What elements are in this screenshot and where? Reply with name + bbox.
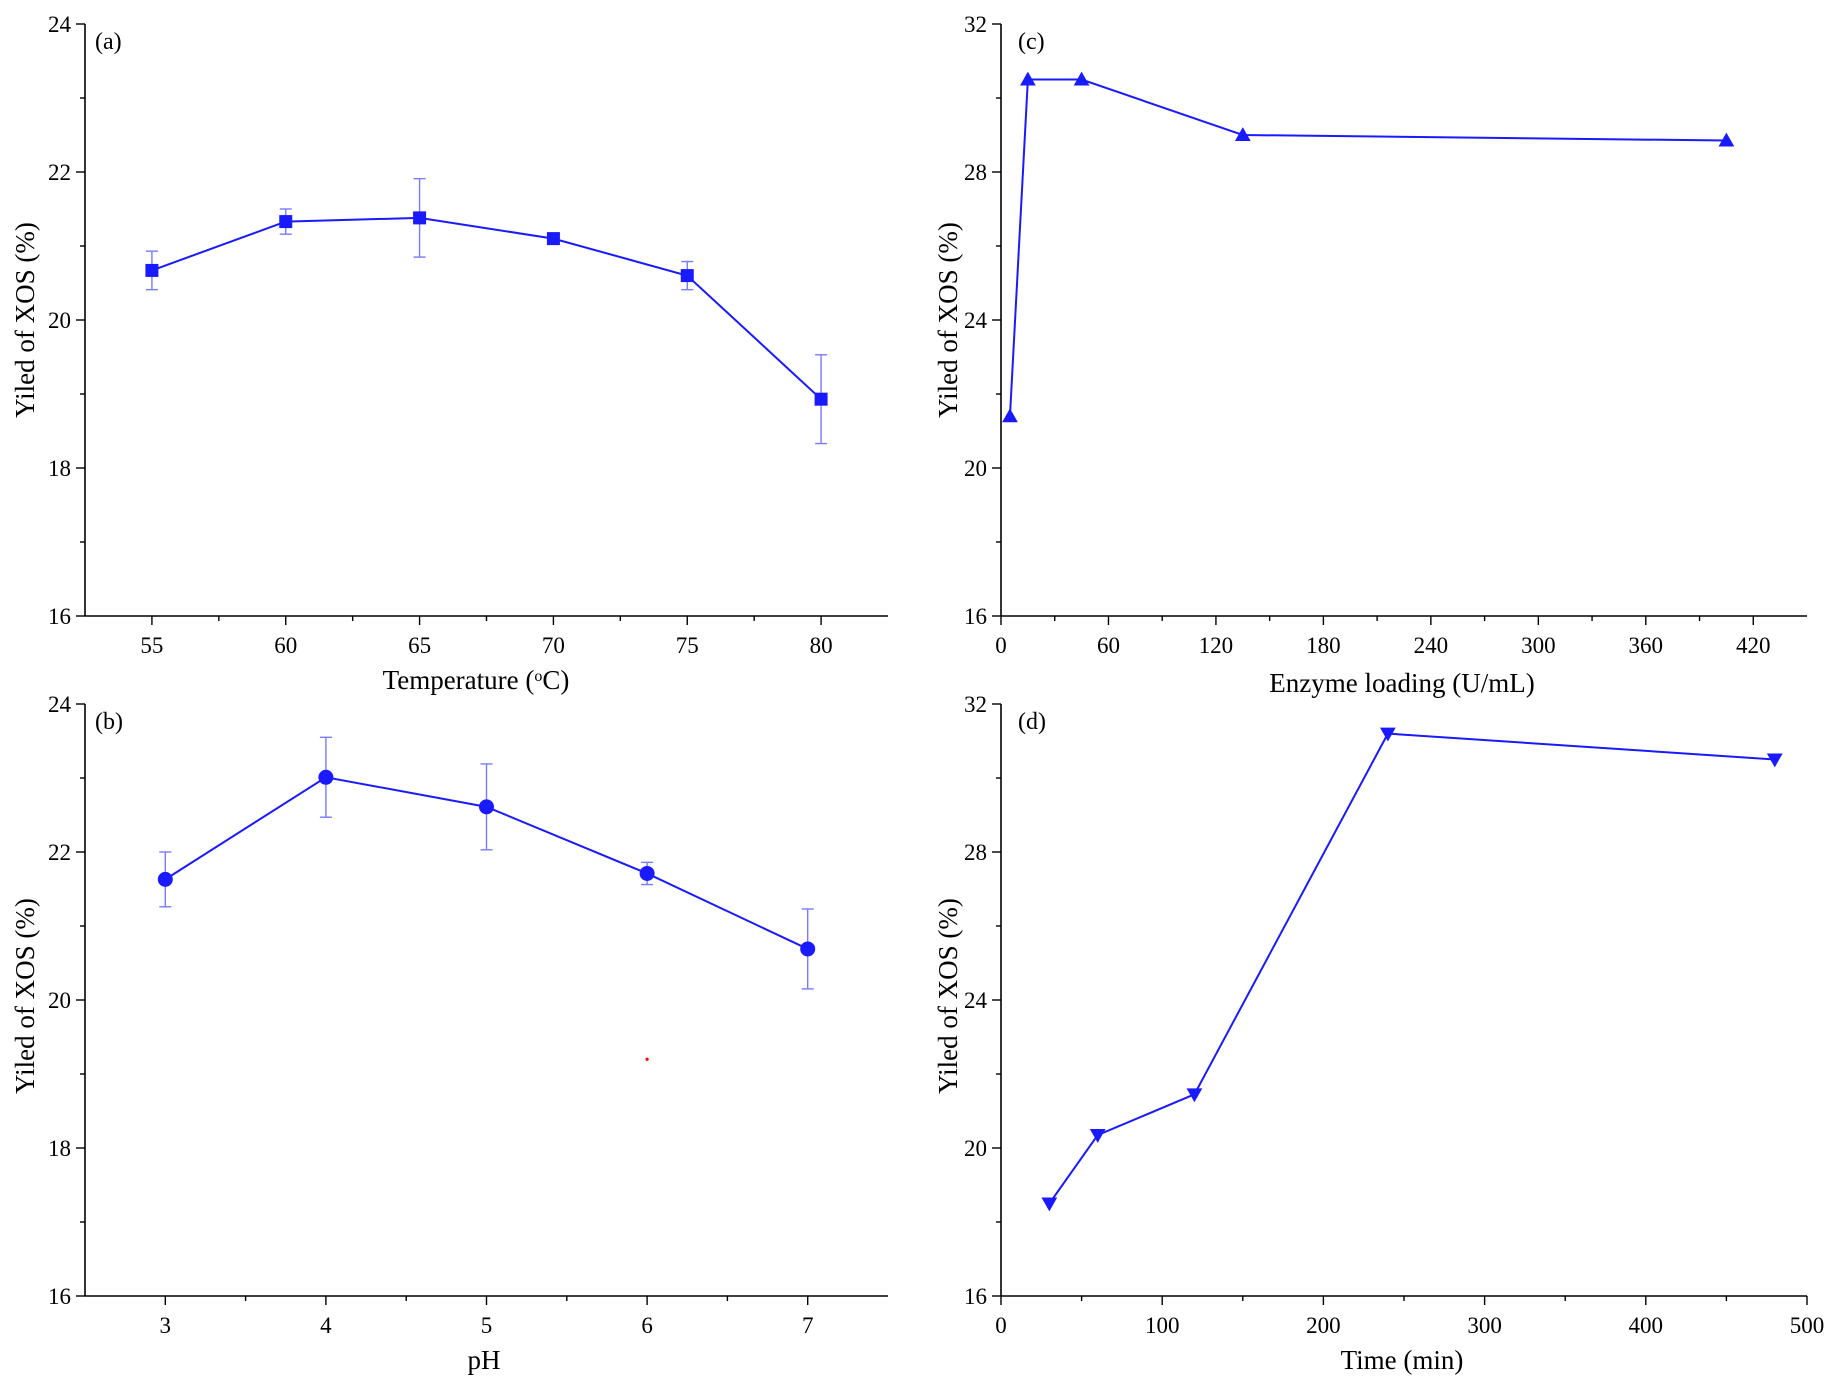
panel-c-y-tick-label: 16 [964,604,987,629]
panel-a-y-tick-label: 20 [48,308,71,333]
panel-c-y-tick-label: 20 [964,456,987,481]
panel-c-x-tick-label: 60 [1097,633,1120,658]
panel-b-data-point [639,865,655,881]
panel-a-y-axis-title: Yiled of XOS (%) [10,222,40,418]
panel-a-x-axis-title-part3: C) [542,665,569,695]
panel-c-x-tick-label: 240 [1414,633,1449,658]
panel-d-data-point [1186,1088,1203,1103]
panel-a-x-axis-title: Temperature (oC) [383,665,570,695]
panel-a-data-point [680,269,694,283]
panel-c-y-axis-title: Yiled of XOS (%) [933,222,963,418]
panel-c-x-axis-title: Enzyme loading (U/mL) [1269,668,1534,698]
panel-c-y-tick-label: 32 [964,12,987,37]
panel-a-data-point [546,232,560,246]
panel-a-x-axis-title-part1: Temperature ( [383,665,535,695]
panel-b-stray-dot [645,1057,649,1061]
panel-a-label: (a) [95,29,122,55]
panel-a-x-tick-label: 55 [140,633,163,658]
panel-d-data-point [1766,753,1783,768]
panel-b-data-point [157,871,173,887]
panel-c-data-point [1019,71,1036,86]
panel-b-label: (b) [95,709,123,735]
panel-d-x-tick-label: 500 [1790,1313,1825,1338]
panel-b-y-tick-label: 24 [48,692,72,717]
panel-b-x-tick-label: 3 [160,1313,172,1338]
panel-b-y-tick-label: 22 [48,840,71,865]
panel-d-y-tick-label: 20 [964,1136,987,1161]
panel-a-x-tick-label: 65 [408,633,431,658]
panel-a-y-tick-label: 22 [48,160,71,185]
panel-c-data-point [1718,132,1735,147]
panel-a-y-tick-label: 18 [48,456,71,481]
panel-d-data-point [1089,1129,1106,1143]
panel-c-data-point [1234,127,1251,141]
panel-a-x-tick-label: 75 [676,633,699,658]
panel-b-x-tick-label: 6 [641,1313,653,1338]
panel-b-data-point [318,769,334,785]
panel-c-label: (c) [1018,29,1045,55]
panel-b-data-point [800,941,816,957]
panel-a-x-tick-label: 80 [810,633,833,658]
panel-d-x-axis-title: Time (min) [1341,1345,1464,1375]
panel-d-y-tick-label: 28 [964,840,987,865]
panel-d-data-point [1380,727,1396,742]
panel-a-data-point [145,263,159,277]
panel-c-x-tick-label: 0 [995,633,1007,658]
panel-b-data-point [479,799,494,815]
panel-b-y-tick-label: 18 [48,1136,71,1161]
panel-a-data-point [413,211,427,225]
panel-d-x-tick-label: 300 [1467,1313,1502,1338]
panel-c-x-tick-label: 420 [1736,633,1771,658]
panel-c-series-line [1008,78,1727,417]
panel-c-y-tick-label: 24 [964,308,988,333]
panel-d-x-tick-label: 200 [1306,1313,1341,1338]
panel-d-x-tick-label: 100 [1145,1313,1180,1338]
panel-a-temperature-chart: (a) Temperature (oC) Yiled of XOS (%) 55… [10,12,888,695]
panel-a-data-point [814,392,828,406]
panel-a-y-tick-label: 16 [48,604,71,629]
panel-a-x-tick-label: 70 [542,633,565,658]
panel-c-data-point [1002,408,1018,423]
panel-c-data-point [1073,71,1090,86]
panel-c-x-tick-label: 180 [1306,633,1341,658]
panel-b-y-axis-title: Yiled of XOS (%) [10,898,40,1094]
panel-d-label: (d) [1018,709,1046,735]
panel-a-x-axis-title-superscript: o [534,668,542,685]
panel-b-y-tick-label: 16 [48,1284,71,1309]
panel-b-x-tick-label: 4 [320,1313,332,1338]
panel-d-time-chart: (d) Time (min) Yiled of XOS (%) 0 100 200 3… [933,692,1824,1375]
panel-b-x-axis-title: pH [468,1345,501,1375]
panel-c-enzyme-loading-chart: (c) Enzyme loading (U/mL) Yiled of XOS (… [933,12,1807,698]
panel-b-y-tick-label: 20 [48,988,71,1013]
panel-c-x-tick-label: 300 [1521,633,1556,658]
panel-d-x-tick-label: 0 [995,1313,1007,1338]
panel-b-x-tick-label: 5 [481,1313,493,1338]
panel-d-y-axis-title: Yiled of XOS (%) [933,898,963,1094]
panel-d-data-point [1041,1197,1058,1212]
panel-b-ph-chart: (b) pH Yiled of XOS (%) 3 4 5 6 7 16 18 20 22 24 [10,692,888,1375]
panel-c-x-tick-label: 360 [1629,633,1664,658]
panel-b-x-tick-label: 7 [802,1313,814,1338]
panel-c-x-tick-label: 120 [1199,633,1234,658]
panel-d-y-tick-label: 24 [964,988,988,1013]
panel-a-y-tick-label: 24 [48,12,72,37]
panel-d-x-tick-label: 400 [1629,1313,1664,1338]
panel-a-series-line [151,216,822,400]
panel-a-data-point [279,215,293,229]
panel-c-y-tick-label: 28 [964,160,987,185]
panel-d-y-tick-label: 32 [964,692,987,717]
panel-a-x-tick-label: 60 [274,633,297,658]
panel-d-series-line [1048,732,1775,1205]
panel-d-y-tick-label: 16 [964,1284,987,1309]
